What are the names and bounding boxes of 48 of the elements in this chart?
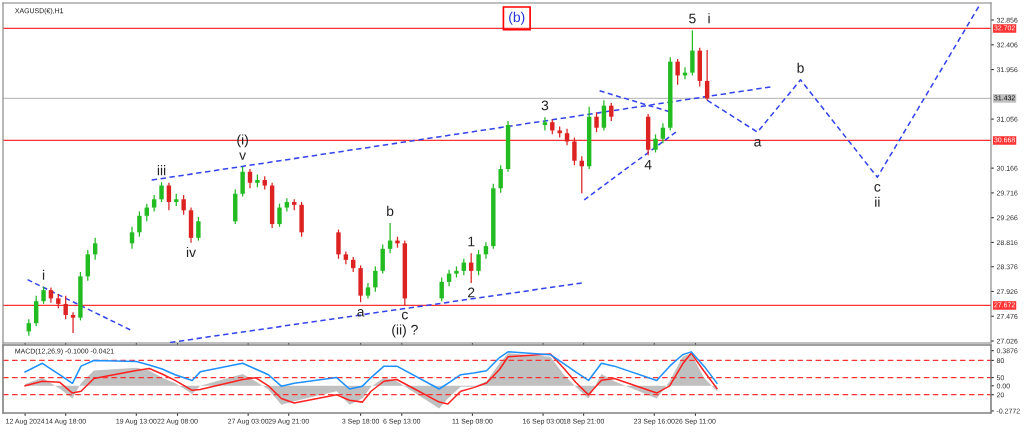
candlestick [439,276,444,302]
annotation: i [42,269,45,280]
annotation: a [754,138,762,147]
candlestick [690,29,695,77]
candlestick [240,166,245,198]
candlestick [594,111,599,133]
annotation: 3 [541,100,549,111]
annotation: c [401,311,408,320]
annotation: 2 [468,287,475,298]
candlestick [653,133,658,154]
candlestick [33,295,39,327]
candlestick [601,99,607,132]
annotation: (ii) ? [392,324,418,338]
annotation: b [797,62,804,73]
candlestick [181,194,186,216]
annotation: iii [157,165,166,176]
annotation: c [874,184,881,192]
candlestick [660,122,666,144]
annotation: (b) [509,11,525,25]
candlestick [70,311,76,334]
candlestick [373,265,378,293]
annotation: ii [875,196,880,207]
candlestick [380,243,385,275]
candlestick [196,216,201,242]
candlestick [572,136,577,166]
candlestick [277,203,282,228]
candlestick [336,228,341,260]
candlestick [247,168,253,189]
candlestick [498,164,503,194]
annotation: iv [186,246,196,258]
candlestick [129,226,135,250]
annotation: a [357,309,365,317]
candlestick [159,181,164,203]
candlestick [675,58,680,86]
candlestick [542,116,548,132]
candlestick [63,295,68,320]
annotation: 1 [468,236,475,247]
annotation: 4 [644,159,652,170]
annotation: i [708,13,710,24]
candlestick [85,249,90,282]
candlestick [137,210,142,238]
candlestick [609,102,614,122]
candlestick [476,249,481,276]
line-series [706,5,980,179]
candlestick [92,237,98,261]
annotation: 5 [689,13,696,24]
annotation: v [239,152,247,160]
annotation: b [387,205,394,217]
